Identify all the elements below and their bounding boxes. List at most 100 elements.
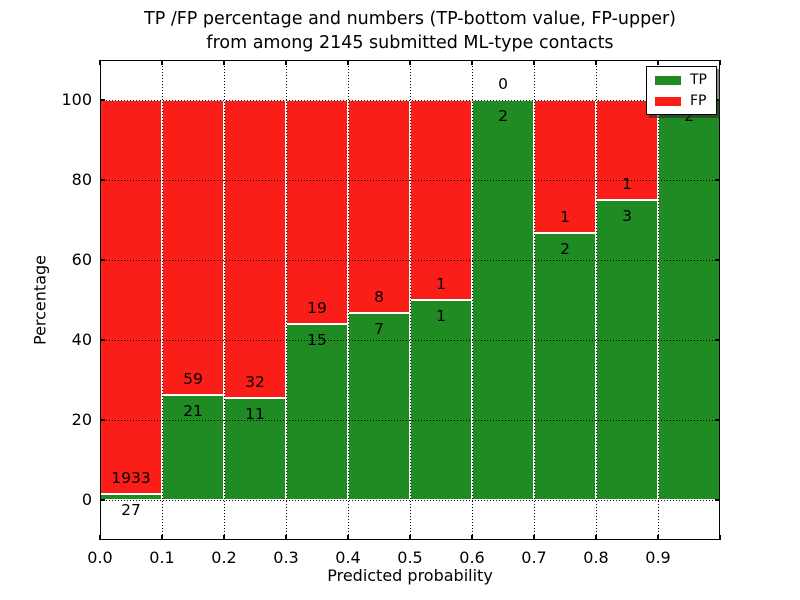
y-tick-label-100: 100 <box>61 90 92 109</box>
y-tick-left-0 <box>100 499 105 501</box>
y-tick-left-100 <box>100 99 105 101</box>
y-tick-label-60: 60 <box>71 250 92 269</box>
y-tick-left-60 <box>100 259 105 261</box>
tp-bar-segment-6 <box>472 100 534 500</box>
x-tick-label-0.1: 0.1 <box>149 548 175 567</box>
x-tick-bottom-0.2 <box>223 535 225 540</box>
tp-color-swatch <box>655 75 681 85</box>
legend-label-tp: TP <box>690 72 707 88</box>
x-tick-bottom-0.7 <box>533 535 535 540</box>
tp-count-label-1: 21 <box>183 402 203 420</box>
v-gridline-0.3 <box>286 60 287 540</box>
fp-bar-segment-7 <box>534 100 596 234</box>
tp-count-label-0: 27 <box>121 501 141 520</box>
fp-count-label-6: 0 <box>498 75 508 93</box>
x-tick-bottom-0.6 <box>471 535 473 540</box>
fp-bar-segment-8 <box>596 100 658 200</box>
fp-count-label-7: 1 <box>560 208 570 227</box>
fp-color-swatch <box>655 96 681 106</box>
tp-bar-segment-8 <box>596 200 658 500</box>
y-tick-label-40: 40 <box>71 330 92 349</box>
legend-item-tp: TP <box>655 72 707 88</box>
x-tick-top-0.5 <box>409 60 411 65</box>
tp-bar-segment-5 <box>410 300 472 500</box>
x-tick-label-0.8: 0.8 <box>583 548 609 567</box>
y-tick-right-40 <box>715 339 720 341</box>
fp-count-label-4: 8 <box>374 288 384 307</box>
y-tick-right-20 <box>715 419 720 421</box>
v-gridline-0.6 <box>472 60 473 540</box>
tp-bar-segment-2 <box>224 397 286 500</box>
x-tick-top-0.6 <box>471 60 473 65</box>
x-tick-top-0.8 <box>595 60 597 65</box>
v-gridline-0.1 <box>162 60 163 540</box>
tp-count-label-2: 11 <box>245 404 265 423</box>
x-tick-bottom-0.1 <box>161 535 163 540</box>
y-tick-left-80 <box>100 179 105 181</box>
v-gridline-0.4 <box>348 60 349 540</box>
fp-count-label-1: 59 <box>183 370 203 388</box>
tp-count-label-3: 15 <box>307 330 327 349</box>
y-tick-right-100 <box>715 99 720 101</box>
fp-bar-segment-3 <box>286 100 348 324</box>
x-tick-top-0.9 <box>657 60 659 65</box>
tp-count-label-7: 2 <box>560 240 570 259</box>
fp-bar-segment-0 <box>100 100 162 495</box>
tp-count-label-8: 3 <box>622 207 632 225</box>
v-gridline-0.8 <box>596 60 597 540</box>
x-tick-top-0.4 <box>347 60 349 65</box>
y-tick-left-20 <box>100 419 105 421</box>
fp-bar-segment-4 <box>348 100 410 314</box>
x-tick-label-0.2: 0.2 <box>211 548 237 567</box>
fp-bar-segment-2 <box>224 100 286 398</box>
legend-label-fp: FP <box>690 93 707 109</box>
fp-count-label-3: 19 <box>307 298 327 317</box>
x-tick-top-0.2 <box>223 60 225 65</box>
x-axis-label: Predicted probability <box>327 566 493 585</box>
fp-count-label-2: 32 <box>245 372 265 391</box>
x-tick-label-0.0: 0.0 <box>87 548 113 567</box>
x-tick-bottom-0.4 <box>347 535 349 540</box>
fp-bar-segment-1 <box>162 100 224 395</box>
tp-bar-segment-9 <box>658 100 720 500</box>
fp-count-label-5: 1 <box>436 275 446 293</box>
tp-count-label-6: 2 <box>498 107 508 125</box>
legend-item-fp: FP <box>655 93 707 109</box>
legend: TP FP <box>646 66 717 115</box>
x-tick-bottom-0.3 <box>285 535 287 540</box>
x-tick-top-0.1 <box>161 60 163 65</box>
x-tick-bottom-0 <box>99 535 101 540</box>
y-tick-label-20: 20 <box>71 410 92 429</box>
fp-count-label-8: 1 <box>622 175 632 193</box>
tp-count-label-5: 1 <box>436 307 446 325</box>
x-tick-label-0.5: 0.5 <box>397 548 423 567</box>
x-tick-label-0.3: 0.3 <box>273 548 299 567</box>
x-tick-bottom-1 <box>719 535 721 540</box>
chart-title: TP /FP percentage and numbers (TP-bottom… <box>100 7 720 55</box>
y-tick-label-0: 0 <box>81 490 92 509</box>
x-tick-label-0.4: 0.4 <box>335 548 361 567</box>
x-tick-top-0.3 <box>285 60 287 65</box>
v-gridline-0.2 <box>224 60 225 540</box>
y-tick-right-80 <box>715 179 720 181</box>
x-tick-label-0.9: 0.9 <box>645 548 671 567</box>
y-tick-right-0 <box>715 499 720 501</box>
x-tick-label-0.6: 0.6 <box>459 548 485 567</box>
x-tick-top-1 <box>719 60 721 65</box>
tp-bar-segment-7 <box>534 233 596 500</box>
y-tick-left-40 <box>100 339 105 341</box>
x-tick-label-0.7: 0.7 <box>521 548 547 567</box>
chart-title-line-1: TP /FP percentage and numbers (TP-bottom… <box>144 9 676 29</box>
v-gridline-0.7 <box>534 60 535 540</box>
x-tick-bottom-0.8 <box>595 535 597 540</box>
tp-bar-segment-4 <box>348 313 410 500</box>
fp-bar-segment-5 <box>410 100 472 300</box>
tp-bar-segment-3 <box>286 323 348 500</box>
tp-count-label-4: 7 <box>374 320 384 339</box>
y-tick-right-60 <box>715 259 720 261</box>
fp-count-label-0: 1933 <box>111 469 151 488</box>
tp-count-label-9: 2 <box>684 107 694 125</box>
y-tick-label-80: 80 <box>71 170 92 189</box>
y-axis-label: Percentage <box>30 254 50 346</box>
